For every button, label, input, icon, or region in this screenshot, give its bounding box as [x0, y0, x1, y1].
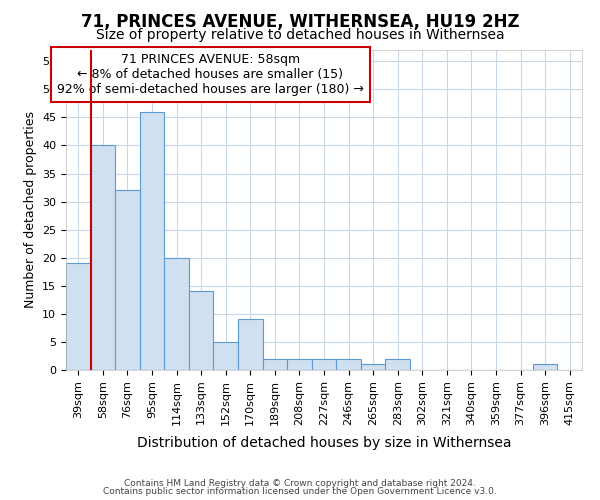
Bar — [533, 364, 557, 370]
Y-axis label: Number of detached properties: Number of detached properties — [23, 112, 37, 308]
Text: 71 PRINCES AVENUE: 58sqm
← 8% of detached houses are smaller (15)
92% of semi-de: 71 PRINCES AVENUE: 58sqm ← 8% of detache… — [57, 53, 364, 96]
Bar — [336, 359, 361, 370]
Text: Contains HM Land Registry data © Crown copyright and database right 2024.: Contains HM Land Registry data © Crown c… — [124, 478, 476, 488]
Bar — [385, 359, 410, 370]
Bar — [214, 342, 238, 370]
Bar — [189, 292, 214, 370]
Bar — [361, 364, 385, 370]
Bar — [312, 359, 336, 370]
Bar — [91, 146, 115, 370]
Text: Contains public sector information licensed under the Open Government Licence v3: Contains public sector information licen… — [103, 487, 497, 496]
Bar — [287, 359, 312, 370]
Bar — [66, 264, 91, 370]
Bar — [164, 258, 189, 370]
X-axis label: Distribution of detached houses by size in Withernsea: Distribution of detached houses by size … — [137, 436, 511, 450]
Text: Size of property relative to detached houses in Withernsea: Size of property relative to detached ho… — [95, 28, 505, 42]
Bar — [263, 359, 287, 370]
Bar — [140, 112, 164, 370]
Bar — [115, 190, 140, 370]
Bar — [238, 320, 263, 370]
Text: 71, PRINCES AVENUE, WITHERNSEA, HU19 2HZ: 71, PRINCES AVENUE, WITHERNSEA, HU19 2HZ — [80, 12, 520, 30]
